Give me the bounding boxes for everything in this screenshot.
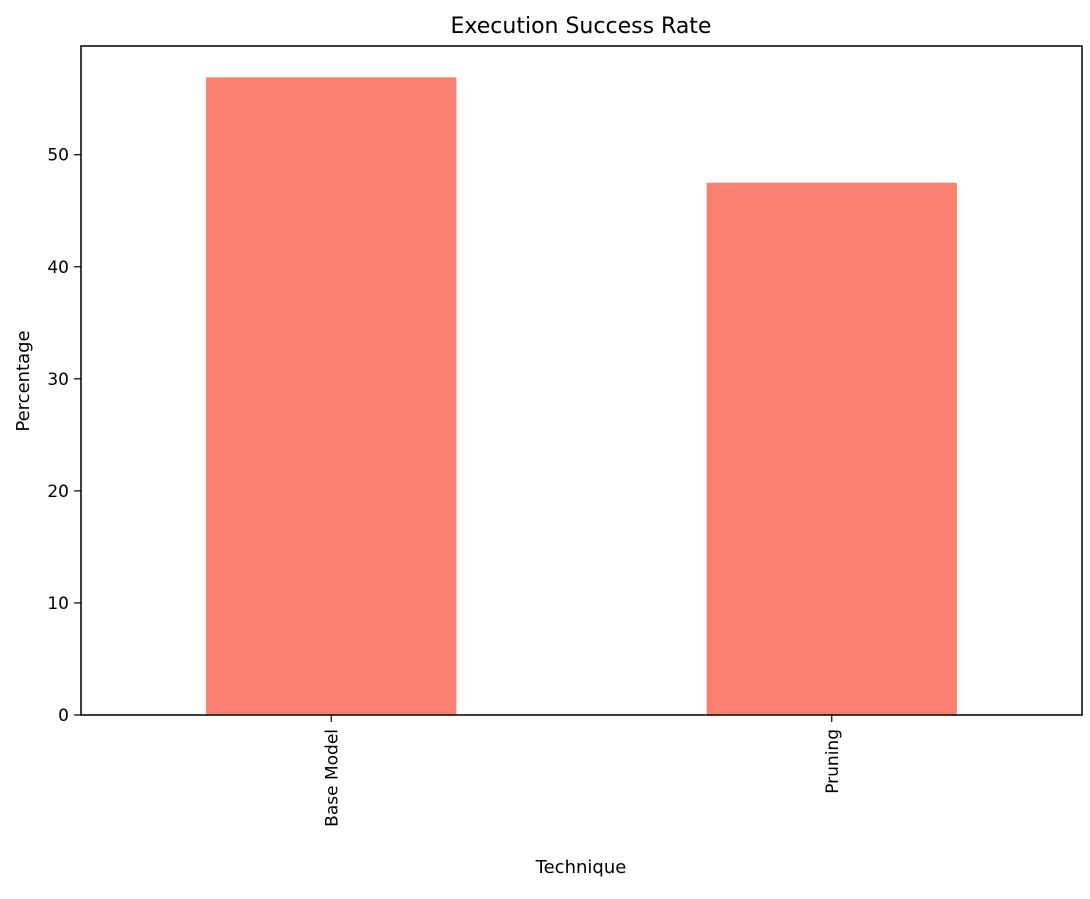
chart-title: Execution Success Rate [451,14,712,39]
y-tick-label: 0 [58,706,69,726]
y-axis-label: Percentage [13,330,34,431]
y-axis-ticks: 0 10 20 30 40 50 [47,146,81,726]
y-tick-label: 20 [47,482,69,502]
x-tick-label: Base Model [322,729,342,827]
bar-base-model [206,77,457,715]
x-axis-ticks: Base Model Pruning [322,715,843,827]
x-tick-label: Pruning [823,729,843,794]
y-tick-label: 40 [47,258,69,278]
x-axis-label: Technique [535,857,627,878]
y-tick-label: 10 [47,594,69,614]
bar-pruning [706,182,957,715]
bars-group [206,77,957,715]
y-tick-label: 50 [47,146,69,166]
plot-frame [80,45,1083,716]
y-tick-label: 30 [47,370,69,390]
